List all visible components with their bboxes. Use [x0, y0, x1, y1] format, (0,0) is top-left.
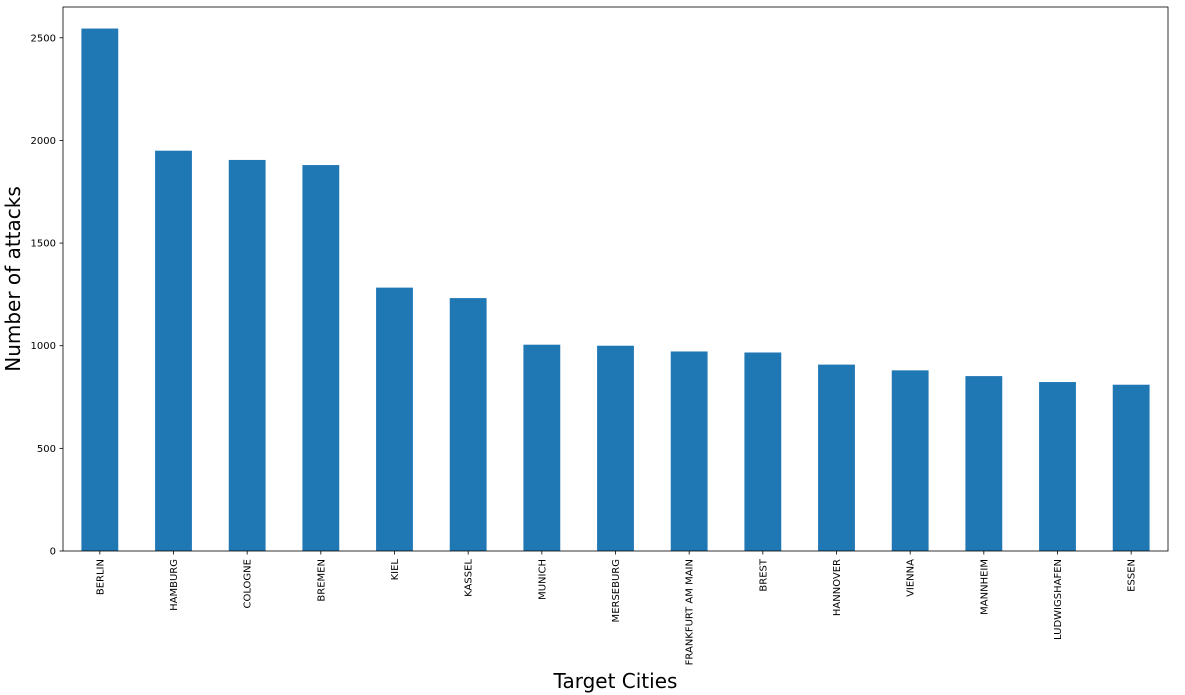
bar-vienna	[891, 370, 929, 551]
bar-cologne	[228, 159, 266, 551]
bar-mannheim	[965, 376, 1003, 551]
x-axis-ticks: BERLIN HAMBURG COLOGNE BREMEN KIEL KASSEL MUNI…	[95, 551, 1138, 665]
bar-brest	[744, 352, 782, 551]
x-tick-label: HAMBURG	[169, 559, 180, 611]
x-axis-title: Target Cities	[553, 669, 678, 693]
x-tick-label: LUDWIGSHAFEN	[1053, 559, 1064, 640]
y-tick-label: 2000	[31, 136, 56, 147]
bar-munich	[523, 344, 561, 551]
bars-group	[81, 28, 1150, 552]
y-axis-title: Number of attacks	[1, 186, 25, 372]
x-tick-label: VIENNA	[906, 559, 917, 597]
x-tick-label: KASSEL	[464, 559, 475, 597]
x-tick-label: BERLIN	[95, 559, 106, 595]
bar-bremen	[302, 165, 340, 551]
x-tick-label: FRANKFURT AM MAIN	[685, 559, 696, 665]
y-tick-label: 500	[37, 444, 56, 455]
x-tick-label: MERSEBURG	[611, 559, 622, 622]
x-tick-label: MUNICH	[537, 559, 548, 600]
bar-kassel	[449, 298, 487, 551]
bar-frankfurt-am-main	[670, 351, 708, 551]
bar-essen	[1112, 384, 1150, 551]
x-tick-label: MANNHEIM	[979, 559, 990, 615]
y-tick-label: 0	[50, 547, 56, 558]
bar-hannover	[818, 364, 855, 551]
bar-ludwigshafen	[1039, 382, 1076, 551]
x-tick-label: BREST	[758, 558, 769, 591]
x-tick-label: ESSEN	[1127, 559, 1138, 592]
x-tick-label: HANNOVER	[832, 559, 843, 616]
plot-frame	[62, 6, 1169, 552]
bar-kiel	[376, 287, 413, 551]
x-tick-label: KIEL	[390, 559, 401, 581]
y-tick-label: 1000	[31, 341, 56, 352]
y-tick-label: 2500	[31, 33, 56, 44]
y-tick-label: 1500	[31, 239, 56, 250]
x-tick-label: COLOGNE	[243, 559, 254, 609]
bar-hamburg	[155, 150, 192, 551]
x-tick-label: BREMEN	[316, 559, 327, 602]
bar-merseburg	[597, 345, 634, 551]
y-axis-ticks: 0 500 1000 1500 2000 2500	[31, 33, 63, 558]
bar-berlin	[81, 28, 119, 552]
